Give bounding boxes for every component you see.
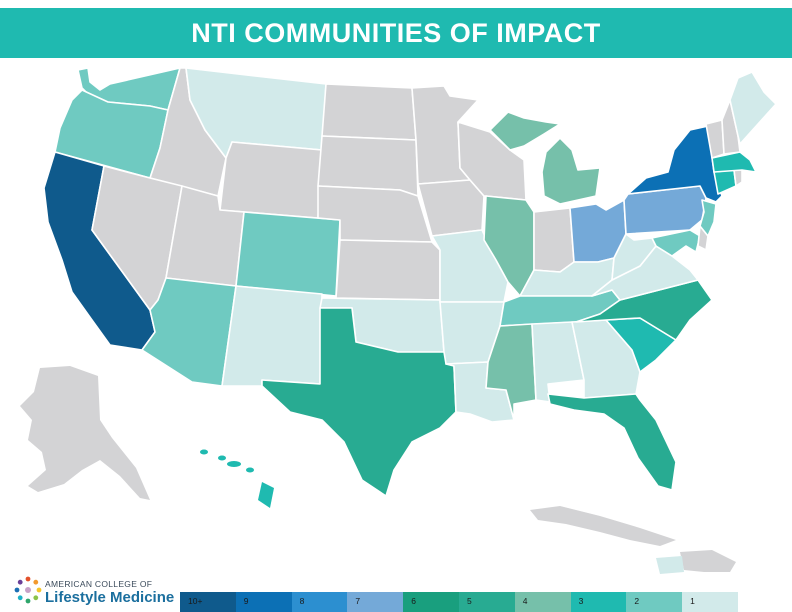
legend-swatch: 8 [291,592,348,612]
legend-swatch: 3 [570,592,627,612]
state-maryland [651,229,701,257]
legend-label: 1 [690,596,695,606]
legend-label: 8 [299,596,305,606]
state-maine [729,71,777,145]
title-bar: NTI COMMUNITIES OF IMPACT [0,8,792,58]
legend-label: 9 [243,596,249,606]
state-colorado [235,211,341,297]
legend-label: 5 [466,596,472,606]
state-new-mexico [221,285,323,387]
legend-label: 6 [411,596,416,606]
legend-label: 3 [578,596,584,606]
legend-swatch: 7 [347,592,404,612]
legend-swatch: 6 [403,592,459,612]
acolm-logo: AMERICAN COLLEGE OF Lifestyle Medicine [14,574,184,608]
legend-label: 4 [522,596,528,606]
state-alaska [20,366,150,500]
cuba-shape [530,506,676,546]
state-new-jersey [699,199,717,237]
legend-swatch: 2 [626,592,683,612]
state-rhode-island [733,169,743,187]
legend-label: 2 [634,596,640,606]
state-north-dakota [321,83,417,141]
legend-label: 10+ [188,596,203,606]
legend-swatch: 9 [235,592,292,612]
legend-swatch: 4 [514,592,571,612]
state-connecticut [713,169,737,195]
state-florida [547,393,677,491]
state-wyoming [219,141,323,219]
state-hawaii [200,449,274,508]
state-texas [261,307,457,497]
legend-label: 7 [355,596,361,606]
state-iowa [417,179,485,237]
state-kansas [335,239,441,301]
hispaniola-shape [680,550,736,572]
state-michigan-lower [541,137,601,205]
state-new-hampshire [721,99,741,155]
legend-swatch: 10+ [180,592,236,612]
logo-line1: AMERICAN COLLEGE OF [45,579,153,589]
state-michigan-upper [489,111,561,151]
legend-swatch: 1 [682,592,738,612]
logo-line2: Lifestyle Medicine [45,589,175,606]
territory-puerto-rico [656,556,684,574]
state-north-carolina [575,279,713,341]
state-indiana [533,207,575,273]
legend: 10+ 9 8 7 6 5 4 3 2 1 [180,592,738,612]
map-title: NTI COMMUNITIES OF IMPACT [191,17,601,48]
logo-dots-icon [14,576,42,604]
legend-swatch: 5 [458,592,515,612]
